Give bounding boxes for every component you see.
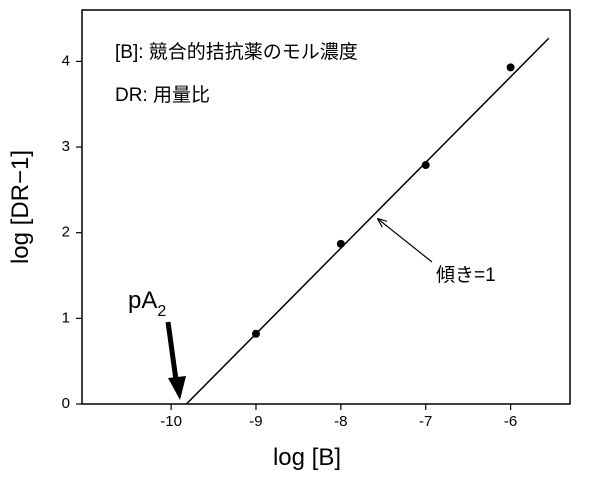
fit-line <box>185 37 550 405</box>
y-tick-label: 1 <box>62 309 70 326</box>
annotation-arrow <box>378 219 433 263</box>
x-tick-label: -8 <box>334 413 347 430</box>
annotation-arrow <box>165 321 179 381</box>
y-tick-label: 2 <box>62 224 70 241</box>
annotation-arrowhead <box>168 376 186 400</box>
annotation: [B]: 競合的拮抗薬のモル濃度 <box>115 41 358 63</box>
x-axis-label: log [B] <box>273 444 341 471</box>
data-point <box>251 329 260 338</box>
data-point <box>336 239 345 248</box>
annotation: DR: 用量比 <box>115 84 210 106</box>
y-tick-label: 3 <box>62 138 70 155</box>
annotation: 傾き=1 <box>436 264 496 286</box>
y-axis-label: log [DR−1] <box>7 150 34 264</box>
x-tick-label: -6 <box>504 413 517 430</box>
x-tick-label: -10 <box>160 413 182 430</box>
y-tick-label: 0 <box>62 395 70 412</box>
data-point <box>506 63 515 72</box>
x-tick-label: -7 <box>419 413 432 430</box>
plot-frame <box>81 9 571 405</box>
data-point <box>421 161 430 170</box>
x-tick-label: -9 <box>249 413 262 430</box>
y-tick-label: 4 <box>62 52 70 69</box>
annotation-subscript: 2 <box>157 303 166 320</box>
annotation: pA2 <box>128 287 166 320</box>
annotation-text: pA <box>128 287 157 314</box>
